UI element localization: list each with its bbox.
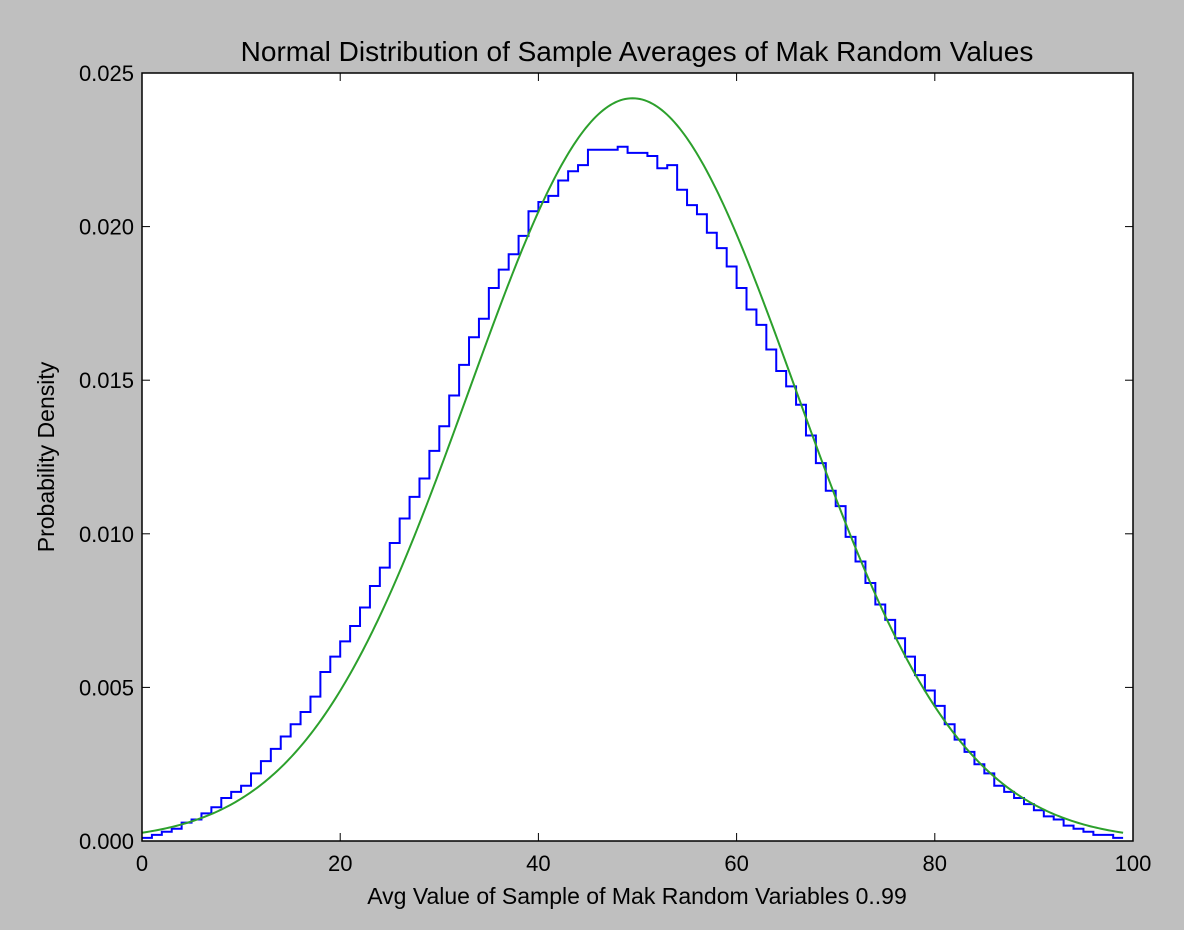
x-tick-label: 40 <box>526 851 550 876</box>
plot-area <box>142 73 1133 841</box>
x-tick-label: 80 <box>923 851 947 876</box>
x-axis-label: Avg Value of Sample of Mak Random Variab… <box>367 883 907 909</box>
x-tick-label: 20 <box>328 851 352 876</box>
x-tick-label: 0 <box>136 851 148 876</box>
y-tick-label: 0.000 <box>79 829 134 854</box>
normal-curve-series <box>141 97 1124 834</box>
y-tick-label: 0.015 <box>79 368 134 393</box>
axis-ticks: 0 20 40 60 80 100 0.000 0.005 0.010 0.015 0.020 0.0… <box>79 61 1151 876</box>
x-tick-label: 60 <box>724 851 748 876</box>
y-tick-label: 0.025 <box>79 61 134 86</box>
y-axis-label: Probability Density <box>33 361 59 552</box>
y-tick-label: 0.005 <box>79 675 134 700</box>
chart-title: Normal Distribution of Sample Averages o… <box>241 36 1034 67</box>
y-tick-label: 0.010 <box>79 522 134 547</box>
plot-frame <box>141 72 1134 842</box>
y-tick-label: 0.020 <box>79 215 134 240</box>
chart-marks <box>141 97 1124 839</box>
x-tick-label: 100 <box>1115 851 1152 876</box>
histogram-series <box>142 145 1124 839</box>
